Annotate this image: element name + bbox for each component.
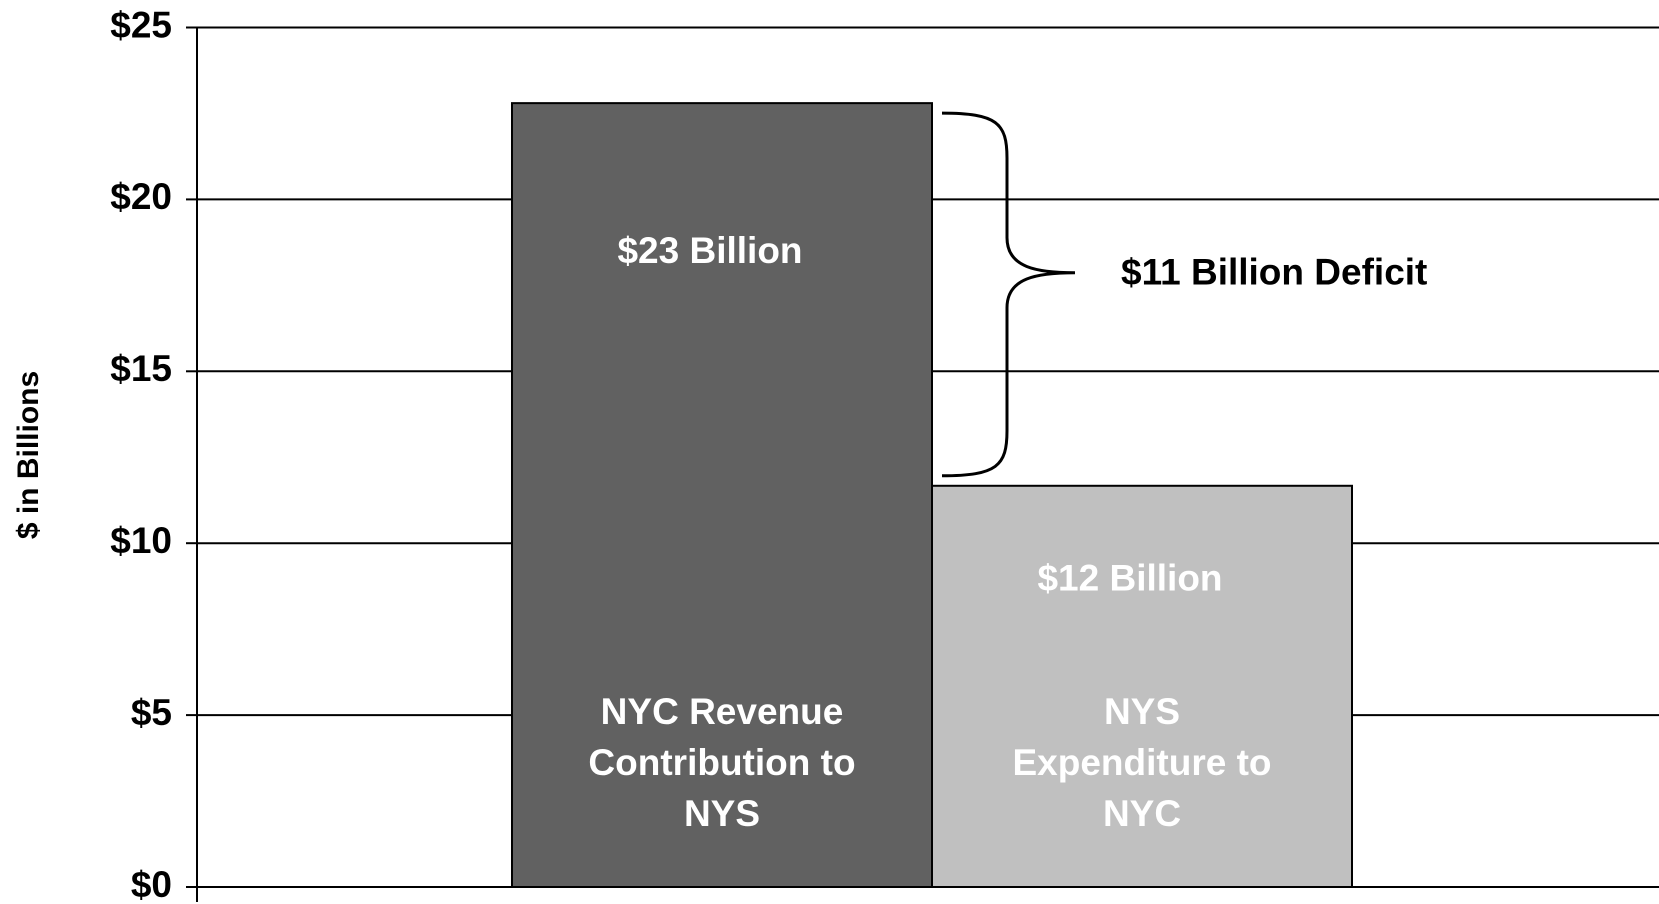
value-label: $23 Billion (617, 230, 802, 271)
y-tick-label: $10 (110, 520, 172, 561)
y-tick-label: $20 (110, 176, 172, 217)
category-label: NYS Expenditure to NYC (1012, 691, 1272, 834)
bar (931, 484, 1353, 888)
annotation: $11 Billion Deficit (1121, 251, 1427, 292)
category-label: NYC Revenue Contribution to NYS (588, 691, 856, 834)
deficit-brace (941, 111, 1076, 478)
value-label: $12 Billion (1037, 558, 1222, 599)
y-tick-label: $0 (131, 864, 172, 904)
y-axis-label: $ in Billions (12, 371, 45, 539)
y-tick-label: $25 (110, 4, 172, 45)
bar (511, 102, 933, 889)
y-tick-label: $5 (131, 692, 172, 733)
y-tick-label: $15 (110, 348, 172, 389)
